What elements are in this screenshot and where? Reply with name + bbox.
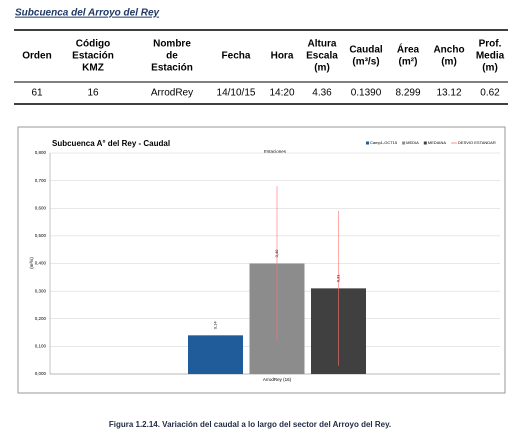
column-header: (m²) (399, 57, 418, 68)
table-cell: 13.12 (436, 88, 461, 99)
legend-label: MEDIA (406, 140, 419, 145)
column-header: Ancho (433, 45, 464, 56)
legend-label: DESVIO ESTANDAR (458, 140, 496, 145)
column-header: Fecha (222, 51, 251, 62)
legend-label: MEDIANA (428, 140, 447, 145)
y-tick-label: 0,400 (35, 261, 47, 266)
legend-swatch (423, 141, 427, 145)
column-header: KMZ (82, 63, 104, 74)
chart-title: Subcuenca A° del Rey - Caudal (52, 139, 170, 148)
data-label: 0,31 (336, 274, 341, 283)
column-header: (m) (482, 63, 498, 74)
bar (188, 335, 243, 374)
caption: Figura 1.2.14. Variación del caudal a lo… (109, 420, 391, 429)
data-label: 0,14 (213, 321, 218, 330)
table-cell: ArrodRey (151, 88, 193, 99)
column-header: Media (476, 51, 505, 62)
column-header: Área (397, 43, 420, 56)
table-cell: 61 (31, 88, 43, 99)
column-header: Caudal (349, 45, 383, 56)
column-header: Estación (72, 51, 114, 62)
legend-swatch (402, 141, 406, 145)
table-cell: 4.36 (312, 88, 332, 99)
column-header: Código (76, 39, 110, 50)
y-tick-label: 0,600 (35, 205, 47, 210)
column-header: (m) (314, 63, 330, 74)
x-tick-label: ArrodRey (16) (263, 377, 292, 382)
y-axis-title: (m³/s) (29, 257, 34, 269)
column-header: (m³/s) (352, 57, 379, 68)
column-header: (m) (441, 57, 457, 68)
table-cell: 14/10/15 (217, 88, 256, 99)
table-cell: 8.299 (395, 88, 420, 99)
y-tick-label: 0,500 (35, 233, 47, 238)
y-tick-label: 0,300 (35, 288, 47, 293)
column-header: Prof. (479, 39, 502, 50)
data-label: 0,40 (274, 249, 279, 258)
y-tick-label: 0,200 (35, 316, 47, 321)
x-axis-title: Estaciones (264, 149, 287, 154)
y-tick-label: 0,100 (35, 344, 47, 349)
legend-swatch (366, 141, 369, 145)
column-header: Orden (22, 51, 51, 62)
column-header: Altura (308, 39, 337, 50)
section-title: Subcuenca del Arroyo del Rey (15, 8, 160, 19)
y-tick-label: 0,800 (35, 150, 47, 155)
column-header: Escala (306, 51, 338, 62)
column-header: Hora (271, 51, 294, 62)
y-tick-label: 0,700 (35, 178, 47, 183)
legend-label: Camp1-OCT15 (370, 140, 398, 145)
column-header: Estación (151, 63, 193, 74)
y-tick-label: 0,000 (35, 371, 47, 376)
table-cell: 16 (87, 88, 99, 99)
column-header: de (166, 51, 178, 62)
table-cell: 0.1390 (351, 88, 382, 99)
table-cell: 14:20 (269, 88, 294, 99)
column-header: Nombre (153, 39, 191, 50)
table-cell: 0.62 (480, 88, 500, 99)
